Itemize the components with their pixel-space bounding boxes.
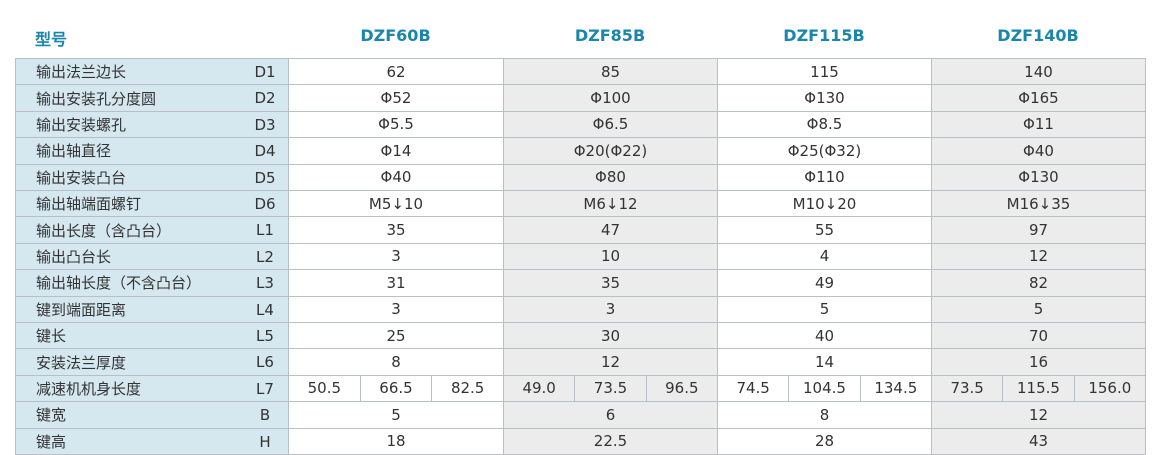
value-cell: 40 — [717, 322, 932, 350]
value-cell: Φ130 — [717, 84, 932, 112]
row-code: L2 — [256, 247, 274, 266]
row-code: B — [259, 406, 271, 425]
value-cell: Φ40 — [288, 163, 504, 191]
value-cell: 104.5 — [788, 374, 861, 403]
row-code: H — [259, 432, 271, 451]
value-cell: 8 — [717, 401, 932, 429]
row-code: L3 — [256, 274, 274, 293]
value-cell: 18 — [288, 427, 504, 455]
row-code: L1 — [256, 221, 274, 240]
value-cell: M16↓35 — [931, 190, 1146, 218]
value-cell: 16 — [931, 348, 1146, 376]
value-cell: 43 — [931, 427, 1146, 455]
row-label: 输出轴长度（不含凸台） — [15, 269, 289, 297]
value-cell: 12 — [503, 348, 718, 376]
row-code: D6 — [254, 195, 276, 213]
value-cell: 12 — [931, 401, 1146, 429]
value-cell: 3 — [288, 242, 504, 271]
value-cell: Φ100 — [503, 84, 718, 112]
value-cell: 3 — [503, 295, 718, 323]
value-cell: 3 — [288, 295, 504, 323]
row-code: D2 — [254, 89, 276, 108]
model-header: DZF140B — [997, 26, 1079, 45]
value-cell: Φ80 — [503, 163, 718, 191]
value-cell: 50.5 — [288, 374, 361, 403]
row-label: 输出安装凸台 — [15, 163, 289, 191]
value-cell: M5↓10 — [288, 190, 504, 218]
value-cell: M6↓12 — [503, 190, 718, 218]
value-cell: 85 — [503, 58, 718, 86]
value-cell: 55 — [717, 216, 932, 244]
value-cell: 35 — [503, 269, 718, 297]
value-cell: 12 — [931, 242, 1146, 271]
value-cell: 47 — [503, 216, 718, 244]
row-label: 安装法兰厚度 — [15, 348, 289, 376]
value-cell: 70 — [931, 322, 1146, 350]
value-cell: 35 — [288, 216, 504, 244]
value-cell: Φ40 — [931, 137, 1146, 165]
row-label: 键高 — [15, 427, 289, 455]
value-cell: 25 — [288, 322, 504, 350]
value-cell: 28 — [717, 427, 932, 455]
model-header: DZF60B — [360, 26, 431, 45]
row-label: 输出长度（含凸台） — [15, 216, 289, 244]
value-cell: Φ52 — [288, 84, 504, 112]
header-title: 型号 — [35, 30, 68, 49]
value-cell: 30 — [503, 322, 718, 350]
value-cell: 49 — [717, 269, 932, 297]
value-cell: 5 — [717, 295, 932, 323]
value-cell: 8 — [288, 348, 504, 376]
row-label: 输出轴端面螺钉 — [15, 190, 289, 218]
value-cell: Φ110 — [717, 163, 932, 191]
value-cell: 96.5 — [645, 374, 718, 403]
value-cell: 74.5 — [717, 374, 790, 403]
row-code: D1 — [254, 63, 276, 81]
row-label: 输出法兰边长 — [15, 58, 289, 86]
value-cell: 140 — [931, 58, 1146, 86]
value-cell: 82 — [931, 269, 1146, 297]
value-cell: 115.5 — [1002, 374, 1075, 403]
model-header: DZF85B — [574, 26, 646, 45]
row-code: D5 — [254, 168, 276, 187]
row-code: D3 — [254, 115, 276, 134]
value-cell: Φ11 — [931, 110, 1146, 139]
value-cell: 115 — [717, 58, 932, 86]
value-cell: 82.5 — [431, 374, 504, 403]
value-cell: 10 — [503, 242, 718, 271]
value-cell: 14 — [717, 348, 932, 376]
value-cell: 22.5 — [503, 427, 718, 455]
row-label: 输出安装螺孔 — [15, 110, 289, 139]
value-cell: 31 — [288, 269, 504, 297]
row-code: L5 — [256, 327, 274, 345]
value-cell: 156.0 — [1073, 374, 1146, 403]
value-cell: 73.5 — [574, 374, 647, 403]
value-cell: 73.5 — [931, 374, 1004, 403]
value-cell: Φ165 — [931, 84, 1146, 112]
value-cell: 6 — [503, 401, 718, 429]
value-cell: 4 — [717, 242, 932, 271]
value-cell: Φ5.5 — [288, 110, 504, 139]
row-label: 键到端面距离 — [15, 295, 289, 323]
value-cell: Φ20(Φ22) — [503, 137, 718, 165]
value-cell: Φ8.5 — [717, 110, 932, 139]
row-code: L4 — [256, 300, 274, 319]
value-cell: 49.0 — [503, 374, 576, 403]
value-cell: 5 — [288, 401, 504, 429]
row-code: D4 — [254, 142, 276, 161]
model-header: DZF115B — [783, 26, 865, 45]
row-code: L6 — [256, 353, 274, 372]
value-cell: 134.5 — [859, 374, 932, 403]
row-label: 减速机机身长度 — [15, 374, 289, 403]
value-cell: M10↓20 — [717, 190, 932, 218]
value-cell: 66.5 — [359, 374, 433, 403]
value-cell: 62 — [288, 58, 504, 86]
value-cell: 5 — [931, 295, 1146, 323]
value-cell: Φ130 — [931, 163, 1146, 191]
value-cell: Φ14 — [288, 137, 504, 165]
value-cell: 97 — [931, 216, 1146, 244]
row-code: L7 — [256, 379, 274, 398]
value-cell: Φ6.5 — [503, 110, 718, 139]
value-cell: Φ25(Φ32) — [717, 137, 932, 165]
